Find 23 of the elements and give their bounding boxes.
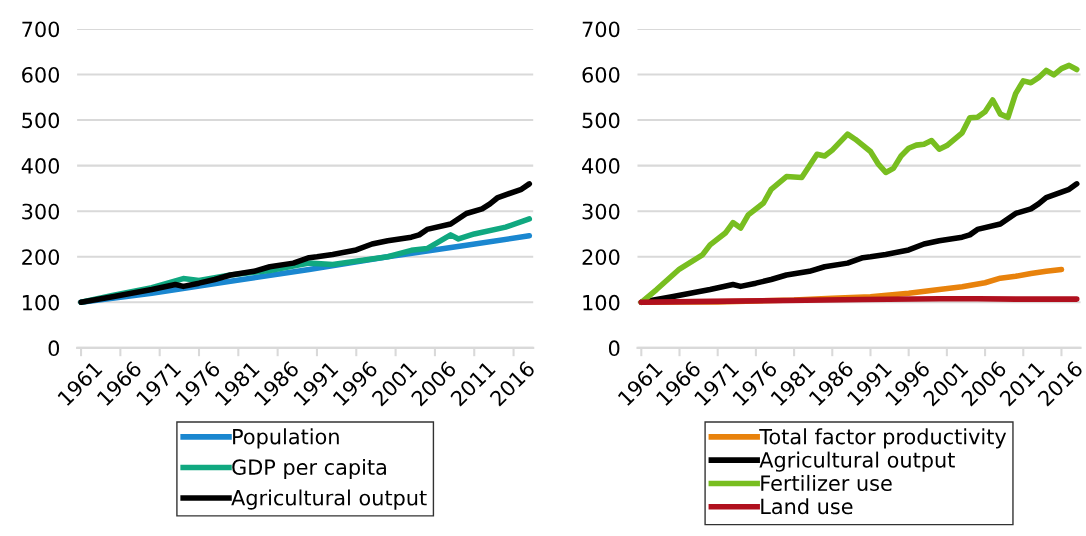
y-tick-label: 100	[22, 294, 60, 311]
legend-label: Population	[233, 428, 339, 449]
y-tick-label: 300	[582, 203, 620, 220]
y-tick-label: 200	[582, 249, 620, 265]
y-tick-label: 400	[21, 158, 60, 174]
y-tick-label: 100	[583, 294, 620, 311]
legend-label: Total factor productivity	[759, 428, 1007, 449]
y-tick-label: 0	[48, 340, 60, 357]
legend-label: Agricultural output	[231, 489, 427, 510]
y-tick-label: 200	[22, 249, 60, 265]
y-tick-label: 600	[582, 66, 620, 83]
y-tick-label: 0	[608, 340, 620, 357]
y-tick-label: 700	[582, 21, 620, 38]
y-tick-label: 500	[582, 112, 620, 129]
y-tick-label: 500	[22, 112, 60, 129]
y-tick-label: 700	[22, 21, 60, 38]
y-tick-label: 300	[22, 203, 60, 220]
legend-label: Agricultural output	[759, 451, 955, 472]
legend-label: Land use	[761, 498, 853, 515]
y-tick-label: 400	[582, 158, 620, 174]
legend-label: Fertilizer use	[761, 474, 892, 492]
legend-label: GDP per capita	[232, 458, 386, 480]
y-tick-label: 600	[22, 66, 60, 83]
